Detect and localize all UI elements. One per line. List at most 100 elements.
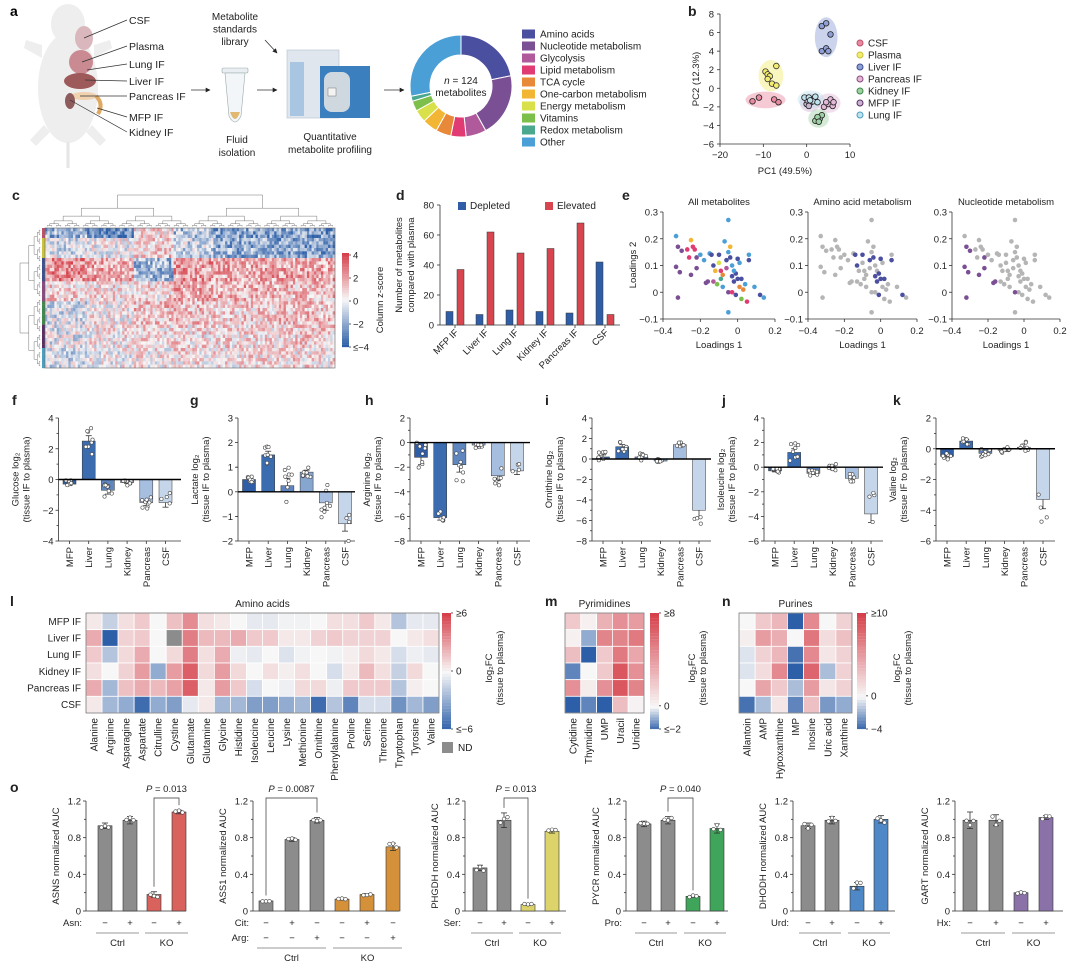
heatmap-cell (204, 281, 207, 285)
heatmap-cell (115, 268, 118, 272)
heatmap-cell (61, 308, 64, 312)
heatmap-cell (171, 254, 174, 259)
heatmap-cell (73, 271, 76, 275)
heatmap-cell (68, 318, 71, 322)
heatmap-cell (94, 264, 97, 269)
heatmap-cell (239, 288, 242, 292)
heatmap-cell (320, 264, 324, 269)
heatmap-cell (54, 314, 57, 319)
heatmap-cell (246, 294, 249, 299)
heatmap-cell (161, 331, 165, 335)
heatmap-cell (330, 294, 333, 299)
heatmap-cell (157, 271, 160, 275)
heatmap-cell (323, 308, 326, 312)
heatmap-cell (236, 311, 240, 315)
heatmap-cell (269, 331, 273, 335)
heatmap-cell (292, 251, 296, 255)
heatmap-cell (77, 241, 81, 245)
heatmap-cell (49, 274, 53, 279)
heatmap-cell (175, 251, 179, 255)
heatmap-cell (70, 341, 74, 345)
heatmap-cell (323, 344, 326, 349)
heatmap-cell (285, 351, 289, 355)
heatmap-cell (84, 298, 88, 302)
heatmap-cell (199, 304, 202, 309)
heatmap-cell (320, 248, 324, 252)
heatmap-cell (239, 298, 242, 302)
heatmap-cell (309, 278, 312, 282)
heatmap-cell (229, 351, 233, 355)
heatmap-cell (318, 324, 322, 329)
donut-center-count: n = 124 (444, 76, 478, 87)
heatmap-cell (285, 258, 289, 262)
heatmap-cell (77, 351, 81, 355)
heatmap-cell (133, 324, 137, 329)
heatmap-cell (147, 264, 151, 269)
heatmap-cell (239, 284, 242, 289)
heatmap-cell (126, 268, 130, 272)
heatmap-cell (63, 321, 67, 325)
heatmap-cell (199, 341, 202, 345)
heatmap-cell (269, 291, 273, 295)
heatmap-cell (234, 298, 237, 302)
heatmap-cell (304, 281, 308, 285)
heatmap-cell (257, 294, 261, 299)
heatmap-cell (269, 301, 273, 305)
heatmap-cell (206, 334, 209, 339)
heatmap-cell (77, 261, 81, 265)
heatmap-cell (182, 228, 186, 232)
heatmap-cell (75, 238, 78, 242)
heatmap-cell (236, 334, 240, 339)
heatmap-cell (87, 348, 90, 352)
heatmap-cell (297, 284, 301, 289)
heatmap-cell (292, 278, 296, 282)
heatmap-cell (295, 274, 298, 279)
heatmap-cell (119, 291, 123, 295)
heatmap-cell (175, 268, 179, 272)
heatmap-cell (187, 328, 191, 332)
heatmap-cell (246, 318, 249, 322)
heatmap-cell (269, 298, 273, 302)
heatmap-cell (133, 254, 137, 259)
heatmap-cell (323, 301, 326, 305)
heatmap-cell (159, 334, 163, 339)
heatmap-cell (313, 268, 317, 272)
heatmap-cell (236, 331, 240, 335)
heatmap-cell (138, 228, 142, 232)
heatmap-cell (201, 234, 205, 239)
heatmap-cell (253, 341, 256, 345)
heatmap-cell (239, 268, 242, 272)
heatmap-cell (136, 314, 139, 319)
heatmap-cell (327, 278, 331, 282)
heatmap-cell (274, 324, 277, 329)
heatmap-cell (257, 281, 261, 285)
heatmap-cell (243, 278, 247, 282)
heatmap-cell (129, 268, 132, 272)
heatmap-cell (54, 304, 57, 309)
heatmap-cell (190, 318, 193, 322)
heatmap-cell (204, 244, 207, 249)
heatmap-cell (182, 344, 186, 349)
heatmap-cell (63, 354, 67, 359)
heatmap-cell (150, 274, 153, 279)
heatmap-cell (199, 254, 202, 259)
heatmap-cell (248, 274, 251, 279)
heatmap-cell (241, 281, 244, 285)
heatmap-cell (306, 244, 310, 249)
heatmap-cell (241, 348, 244, 352)
heatmap-cell (180, 291, 184, 295)
heatmap-cell (70, 251, 74, 255)
heatmap-cell (157, 284, 160, 289)
heatmap-cell (267, 318, 270, 322)
heatmap-cell (297, 298, 301, 302)
heatmap-cell (290, 348, 294, 352)
heatmap-cell (320, 321, 324, 325)
heatmap-cell (115, 354, 118, 359)
heatmap-cell (204, 334, 207, 339)
heatmap-cell (283, 274, 287, 279)
heatmap-cell (309, 254, 312, 259)
heatmap-cell (194, 324, 198, 329)
heatmap-cell (129, 291, 132, 295)
heatmap-cell (171, 351, 174, 355)
heatmap-cell (126, 301, 130, 305)
